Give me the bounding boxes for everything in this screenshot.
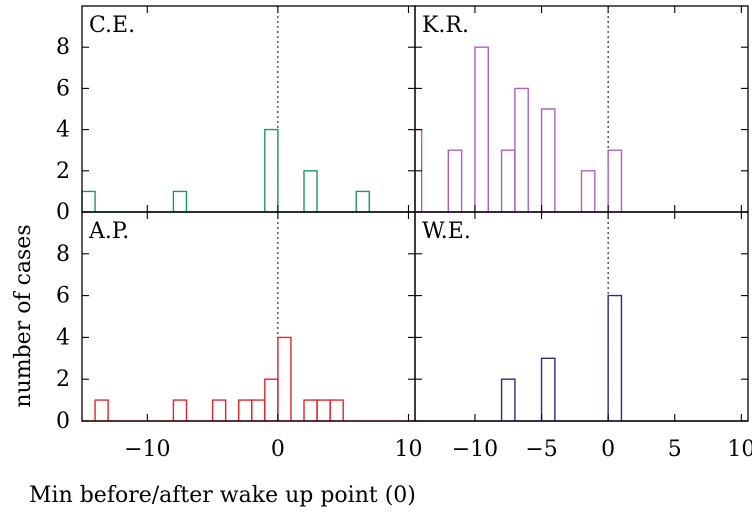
histogram-bar bbox=[94, 399, 109, 421]
panel-label: C.E. bbox=[89, 13, 135, 38]
x-tick-label: −5 bbox=[525, 437, 557, 462]
panel-4: W.E. bbox=[414, 211, 749, 422]
y-tick-label: 0 bbox=[56, 200, 70, 225]
y-tick-label: 2 bbox=[56, 159, 70, 184]
histogram-bar bbox=[500, 378, 516, 421]
histogram-bar bbox=[251, 399, 266, 421]
x-axis-label: Min before/after wake up point (0) bbox=[29, 483, 416, 508]
y-axis-label: number of cases bbox=[11, 224, 36, 407]
panels-group: C.E. K.R. A.P. W.E. bbox=[81, 5, 749, 422]
histogram-bar bbox=[303, 170, 318, 212]
histogram-bar bbox=[607, 149, 623, 212]
histogram-bar bbox=[277, 336, 292, 421]
histogram-bar bbox=[329, 399, 344, 421]
panel-frame bbox=[81, 211, 416, 422]
histogram-bar bbox=[303, 399, 318, 421]
x-tick-label: 10 bbox=[727, 437, 752, 462]
panel-1: C.E. bbox=[81, 5, 416, 213]
histogram-bar bbox=[238, 399, 253, 421]
y-tick-labels: 0 2 4 6 8 0 2 4 6 8 bbox=[56, 35, 70, 434]
histogram-bar bbox=[580, 170, 596, 212]
y-tick-label: 6 bbox=[56, 284, 70, 309]
y-tick-label: 8 bbox=[56, 242, 70, 267]
panel-2: K.R. bbox=[414, 5, 749, 213]
histogram-bar bbox=[500, 149, 516, 212]
histogram-bar bbox=[211, 399, 227, 421]
panel-label: W.E. bbox=[422, 219, 471, 244]
y-tick-label: 0 bbox=[56, 409, 70, 434]
x-tick-label: 0 bbox=[271, 437, 285, 462]
x-tick-label: −10 bbox=[452, 437, 498, 462]
x-tick-labels: −10 0 10 −10 −5 0 5 10 bbox=[124, 437, 752, 462]
x-tick-label: −10 bbox=[124, 437, 170, 462]
y-tick-label: 8 bbox=[56, 35, 70, 60]
histogram-bar bbox=[474, 46, 489, 212]
histogram-bar bbox=[172, 399, 188, 421]
x-tick-label: 5 bbox=[668, 437, 682, 462]
x-tick-label: 0 bbox=[601, 437, 615, 462]
y-tick-label: 4 bbox=[56, 118, 70, 143]
histogram-bar bbox=[607, 294, 623, 421]
histogram-bar bbox=[355, 190, 370, 212]
histogram-bar bbox=[514, 87, 529, 212]
panel-frame bbox=[414, 211, 749, 422]
panel-3: A.P. bbox=[81, 211, 416, 422]
y-tick-label: 2 bbox=[56, 367, 70, 392]
histogram-bar bbox=[264, 128, 279, 212]
histogram-bar bbox=[264, 378, 279, 421]
y-tick-label: 6 bbox=[56, 76, 70, 101]
histogram-bar bbox=[540, 108, 556, 212]
y-tick-label: 4 bbox=[56, 325, 70, 350]
panel-label: A.P. bbox=[88, 219, 129, 244]
histogram-bar bbox=[447, 149, 463, 212]
x-tick-label: 10 bbox=[394, 437, 422, 462]
histogram-bar bbox=[81, 190, 96, 212]
histogram-bar bbox=[172, 190, 188, 212]
panel-label: K.R. bbox=[422, 13, 469, 38]
histogram-bar bbox=[316, 399, 331, 421]
histogram-bar bbox=[540, 357, 556, 421]
